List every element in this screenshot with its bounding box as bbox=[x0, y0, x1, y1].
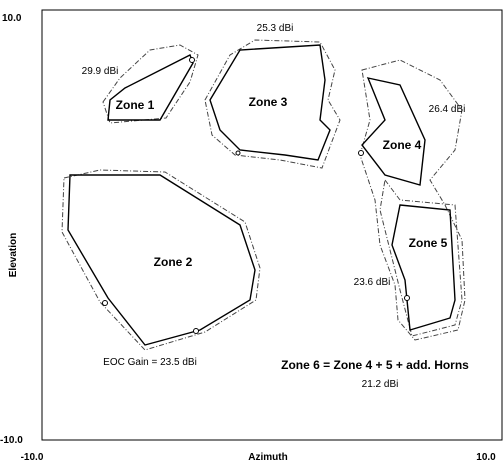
zone-gain: 23.6 dBi bbox=[354, 277, 391, 288]
zone-label: Zone 5 bbox=[409, 236, 448, 250]
zone-gain: EOC Gain = 23.5 dBi bbox=[103, 357, 197, 368]
zone-label: Zone 3 bbox=[249, 95, 288, 109]
zone-label: Zone 2 bbox=[154, 255, 193, 269]
zone-3 bbox=[204, 39, 341, 169]
y-axis-label: Elevation bbox=[8, 233, 19, 277]
zone-2 bbox=[61, 169, 261, 351]
x-min: -10.0 bbox=[21, 452, 44, 463]
zone-label: Zone 1 bbox=[116, 98, 155, 112]
x-max: 10.0 bbox=[476, 452, 496, 463]
zone-gain: 25.3 dBi bbox=[257, 23, 294, 34]
zone6-gain: 21.2 dBi bbox=[362, 379, 399, 390]
zone6-label: Zone 6 = Zone 4 + 5 + add. Horns bbox=[281, 358, 469, 372]
y-max: 10.0 bbox=[2, 13, 22, 24]
y-min: -10.0 bbox=[0, 435, 23, 446]
x-axis-label: Azimuth bbox=[248, 452, 287, 463]
zone-label: Zone 4 bbox=[383, 138, 422, 152]
zone-4-5 bbox=[358, 59, 466, 341]
zone-1 bbox=[102, 44, 199, 124]
zone-gain: 26.4 dBi bbox=[429, 104, 466, 115]
plot-frame bbox=[41, 9, 503, 441]
zone-gain: 29.9 dBi bbox=[82, 66, 119, 77]
